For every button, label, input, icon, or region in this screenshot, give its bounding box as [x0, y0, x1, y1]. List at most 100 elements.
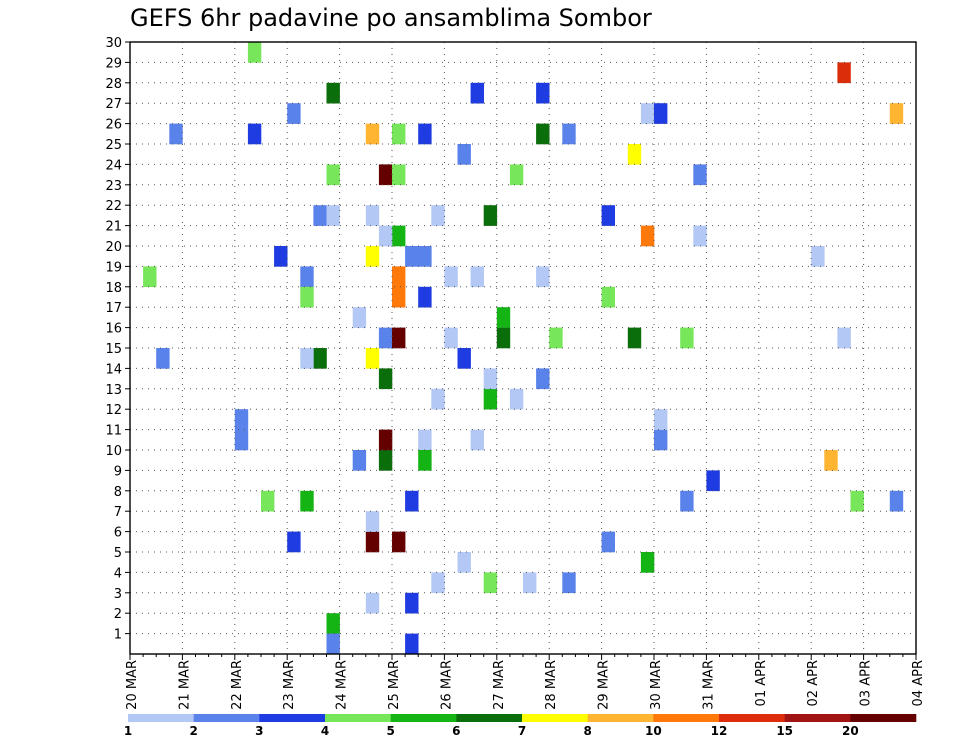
- y-tick-label: 28: [105, 77, 122, 92]
- heatmap-cell: [418, 246, 432, 267]
- heatmap-cell: [300, 490, 314, 512]
- heatmap-cell: [365, 531, 380, 553]
- heatmap-cell: [313, 205, 327, 226]
- heatmap-cell: [418, 450, 432, 471]
- y-tick-label: 20: [105, 240, 122, 255]
- heatmap-cell: [483, 572, 498, 594]
- colorbar-label: 7: [518, 724, 526, 738]
- heatmap-cell: [627, 144, 642, 165]
- heatmap-cell: [352, 307, 367, 328]
- heatmap-cell: [496, 307, 511, 328]
- heatmap-cell: [392, 266, 406, 288]
- colorbar-swatch: [522, 714, 588, 722]
- y-tick-label: 29: [105, 56, 122, 71]
- heatmap-cell: [365, 511, 380, 532]
- y-tick-label: 8: [114, 485, 122, 500]
- heatmap-cell: [326, 633, 340, 655]
- y-tick-label: 14: [105, 362, 122, 377]
- y-tick-label: 2: [114, 607, 122, 622]
- heatmap-cell: [431, 388, 445, 410]
- x-tick-label: 23 MAR: [282, 660, 297, 710]
- colorbar-label: 5: [386, 724, 394, 738]
- heatmap-cell: [850, 490, 864, 512]
- heatmap-cell: [811, 246, 825, 267]
- chart-title: GEFS 6hr padavine po ansamblima Sombor: [130, 4, 652, 32]
- heatmap-cell: [562, 572, 576, 594]
- heatmap-cell: [509, 388, 524, 410]
- x-tick-label: 28 MAR: [544, 660, 559, 710]
- heatmap-cell: [418, 286, 432, 308]
- y-tick-label: 10: [105, 444, 122, 459]
- heatmap-cell: [378, 429, 393, 451]
- heatmap-cell: [392, 286, 406, 308]
- heatmap-cell: [326, 164, 340, 186]
- colorbar-label: 1: [124, 724, 132, 738]
- colorbar-swatch: [193, 714, 260, 722]
- x-tick-label: 30 MAR: [649, 660, 664, 710]
- heatmap-cell: [392, 123, 406, 145]
- y-tick-label: 22: [105, 199, 122, 214]
- colorbar-swatch: [128, 714, 194, 722]
- x-tick-label: 21 MAR: [177, 660, 192, 710]
- heatmap-cell: [365, 123, 380, 145]
- y-tick-label: 12: [105, 403, 122, 418]
- x-tick-label: 25 MAR: [387, 660, 402, 710]
- x-tick-label: 29 MAR: [597, 660, 612, 710]
- heatmap-cell: [300, 286, 314, 308]
- heatmap-cell: [392, 531, 406, 553]
- heatmap-cell: [352, 450, 367, 471]
- heatmap-cell: [693, 225, 707, 247]
- heatmap-cell: [680, 327, 694, 349]
- heatmap-cell: [287, 103, 301, 124]
- heatmap-cell: [470, 82, 484, 104]
- colorbar-swatch: [784, 714, 851, 722]
- heatmap-cell: [536, 123, 550, 145]
- heatmap-cell: [536, 82, 550, 104]
- heatmap-cell: [313, 348, 327, 369]
- heatmap-cell: [143, 266, 157, 288]
- y-tick-label: 26: [105, 118, 122, 133]
- heatmap-cell: [405, 633, 419, 655]
- y-tick-label: 6: [114, 526, 122, 541]
- heatmap-cell: [405, 592, 419, 614]
- y-tick-label: 5: [114, 546, 122, 561]
- heatmap-cell: [365, 246, 380, 267]
- heatmap-cell: [496, 327, 511, 349]
- y-tick-label: 15: [105, 342, 122, 357]
- y-tick-label: 3: [114, 587, 122, 602]
- heatmap-cell: [549, 327, 563, 349]
- heatmap-cell: [640, 552, 655, 573]
- heatmap-cell: [287, 531, 301, 553]
- y-tick-label: 19: [105, 260, 122, 275]
- heatmap-cell: [247, 42, 262, 63]
- heatmap-cell: [405, 246, 419, 267]
- heatmap-cell: [234, 429, 249, 451]
- heatmap-cell: [169, 123, 183, 145]
- heatmap-cell: [457, 552, 471, 573]
- heatmap-cell: [523, 572, 537, 594]
- y-tick-label: 11: [105, 424, 122, 439]
- heatmap-cell: [234, 409, 249, 430]
- heatmap-cell: [418, 123, 432, 145]
- x-tick-label: 20 MAR: [125, 660, 140, 710]
- heatmap-cell: [365, 205, 380, 226]
- heatmap-cell: [706, 470, 720, 492]
- y-tick-label: 21: [105, 220, 122, 235]
- heatmap-cell: [378, 450, 393, 471]
- y-tick-label: 27: [105, 97, 122, 112]
- heatmap-cell: [837, 62, 851, 84]
- x-tick-label: 24 MAR: [335, 660, 350, 710]
- heatmap-cell: [627, 327, 642, 349]
- colorbar-label: 2: [189, 724, 197, 738]
- y-tick-label: 1: [114, 628, 122, 643]
- heatmap-cell: [392, 327, 406, 349]
- colorbar-label: 20: [842, 724, 859, 738]
- heatmap-cell: [365, 348, 380, 369]
- heatmap-cell: [378, 225, 393, 247]
- heatmap-cell: [378, 327, 393, 349]
- colorbar-label: 10: [645, 724, 662, 738]
- colorbar-label: 15: [776, 724, 793, 738]
- heatmap-cell: [457, 144, 471, 165]
- heatmap-cell: [378, 368, 393, 390]
